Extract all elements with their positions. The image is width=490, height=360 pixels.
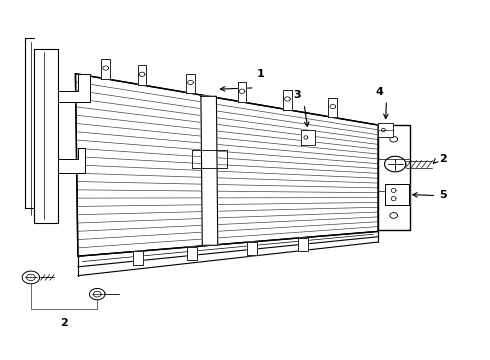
Text: 4: 4: [376, 87, 384, 97]
Text: 5: 5: [439, 189, 446, 199]
Polygon shape: [238, 82, 246, 102]
Polygon shape: [58, 148, 85, 173]
Polygon shape: [101, 59, 110, 79]
Polygon shape: [201, 96, 218, 245]
Polygon shape: [328, 98, 337, 117]
Text: 2: 2: [60, 318, 68, 328]
Polygon shape: [34, 49, 58, 222]
Polygon shape: [301, 130, 315, 145]
Polygon shape: [378, 125, 410, 230]
Text: 1: 1: [257, 69, 265, 79]
Polygon shape: [186, 74, 195, 93]
Polygon shape: [247, 242, 257, 255]
Polygon shape: [75, 74, 378, 256]
Polygon shape: [187, 247, 197, 260]
Polygon shape: [58, 74, 90, 102]
Polygon shape: [283, 90, 292, 110]
Polygon shape: [133, 251, 143, 265]
Text: 3: 3: [294, 90, 301, 100]
Polygon shape: [298, 238, 309, 251]
Polygon shape: [378, 123, 393, 138]
Polygon shape: [386, 184, 409, 205]
Polygon shape: [138, 66, 147, 85]
Text: 2: 2: [439, 154, 446, 165]
